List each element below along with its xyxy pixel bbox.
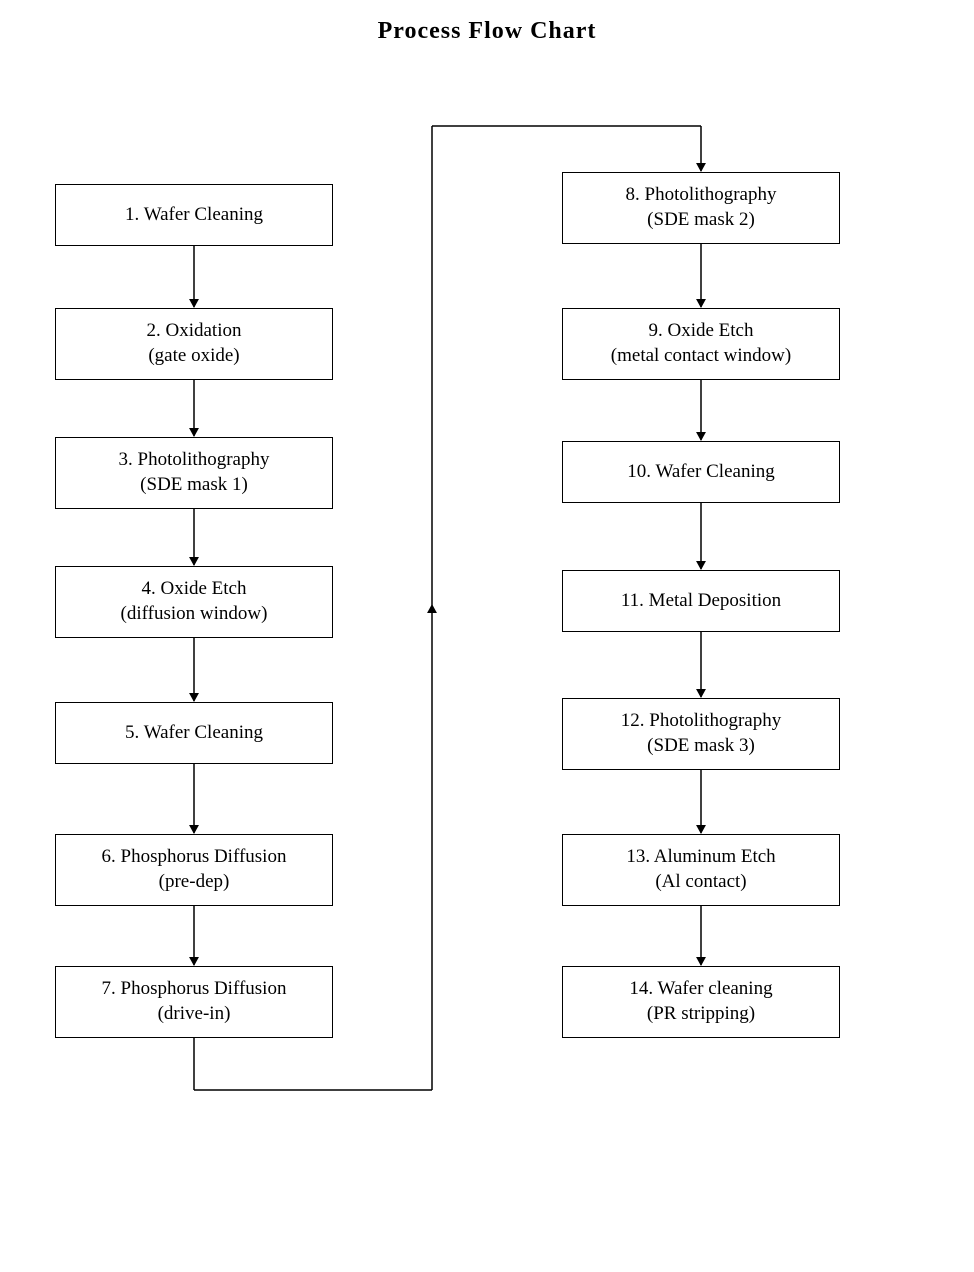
flowchart-node-n6: 6. Phosphorus Diffusion(pre-dep) (55, 834, 333, 906)
node-label-line1: 10. Wafer Cleaning (627, 460, 774, 485)
flowchart-node-n9: 9. Oxide Etch(metal contact window) (562, 308, 840, 380)
node-label-line1: 6. Phosphorus Diffusion (102, 845, 287, 870)
node-label-line2: (SDE mask 2) (647, 208, 755, 233)
flowchart-node-n14: 14. Wafer cleaning(PR stripping) (562, 966, 840, 1038)
node-label-line2: (drive-in) (158, 1002, 231, 1027)
flowchart-node-n2: 2. Oxidation(gate oxide) (55, 308, 333, 380)
flowchart-node-n13: 13. Aluminum Etch(Al contact) (562, 834, 840, 906)
node-label-line1: 12. Photolithography (621, 709, 781, 734)
node-label-line2: (gate oxide) (148, 344, 239, 369)
node-label-line1: 9. Oxide Etch (648, 319, 753, 344)
node-label-line1: 11. Metal Deposition (621, 589, 781, 614)
flowchart-node-n5: 5. Wafer Cleaning (55, 702, 333, 764)
flowchart-node-n4: 4. Oxide Etch(diffusion window) (55, 566, 333, 638)
node-label-line1: 8. Photolithography (626, 183, 777, 208)
flowchart-node-n7: 7. Phosphorus Diffusion(drive-in) (55, 966, 333, 1038)
flowchart-node-n3: 3. Photolithography(SDE mask 1) (55, 437, 333, 509)
flowchart-node-n10: 10. Wafer Cleaning (562, 441, 840, 503)
node-label-line1: 4. Oxide Etch (141, 577, 246, 602)
node-label-line2: (Al contact) (655, 870, 746, 895)
node-label-line1: 14. Wafer cleaning (629, 977, 772, 1002)
node-label-line2: (metal contact window) (611, 344, 791, 369)
node-label-line1: 3. Photolithography (119, 448, 270, 473)
node-label-line1: 13. Aluminum Etch (626, 845, 775, 870)
node-label-line1: 2. Oxidation (147, 319, 242, 344)
node-label-line2: (diffusion window) (121, 602, 268, 627)
node-label-line1: 7. Phosphorus Diffusion (102, 977, 287, 1002)
flowchart-node-n11: 11. Metal Deposition (562, 570, 840, 632)
flowchart-node-n8: 8. Photolithography(SDE mask 2) (562, 172, 840, 244)
flowchart-node-n1: 1. Wafer Cleaning (55, 184, 333, 246)
chart-title: Process Flow Chart (0, 18, 974, 45)
node-label-line1: 5. Wafer Cleaning (125, 721, 263, 746)
flowchart-node-n12: 12. Photolithography(SDE mask 3) (562, 698, 840, 770)
node-label-line2: (SDE mask 3) (647, 734, 755, 759)
node-label-line2: (PR stripping) (647, 1002, 755, 1027)
node-label-line1: 1. Wafer Cleaning (125, 203, 263, 228)
node-label-line2: (SDE mask 1) (140, 473, 248, 498)
node-label-line2: (pre-dep) (159, 870, 230, 895)
